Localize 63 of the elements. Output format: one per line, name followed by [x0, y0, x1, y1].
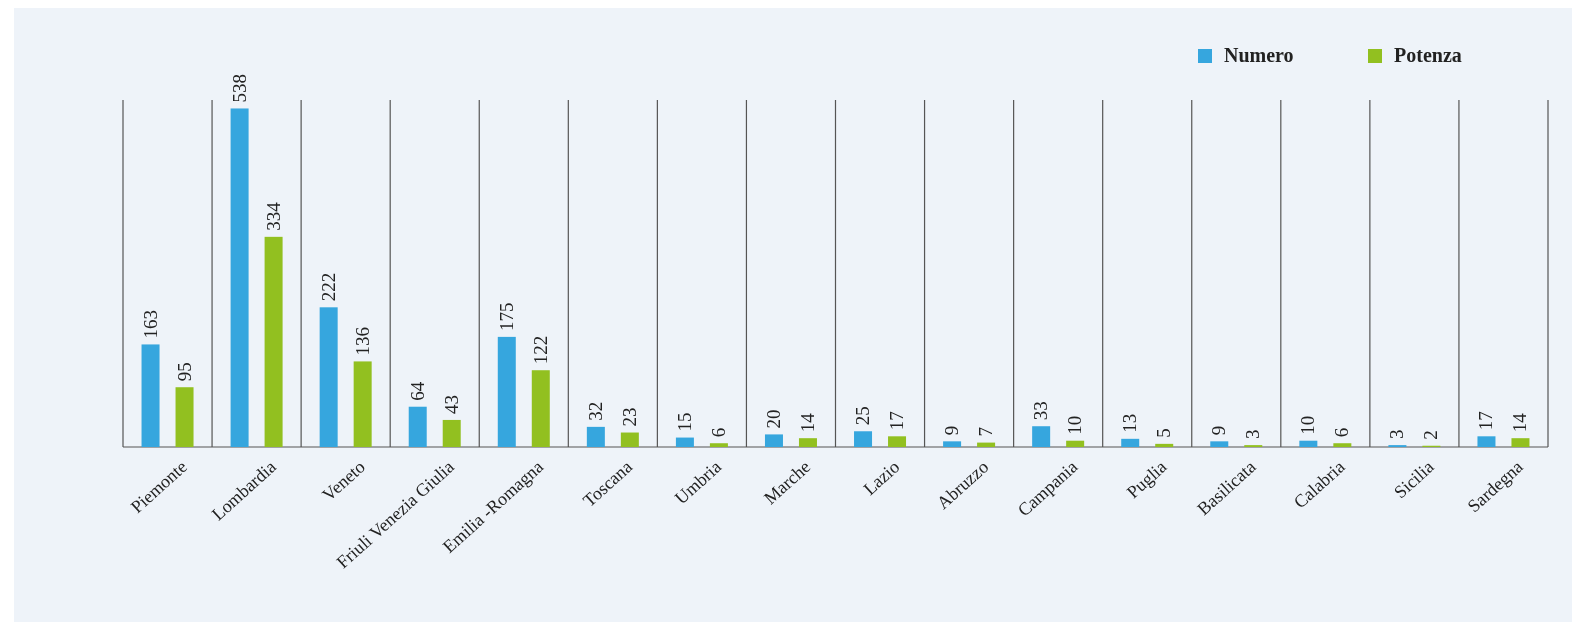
data-label: 136 [351, 326, 373, 356]
data-label: 13 [1119, 413, 1141, 433]
data-label: 33 [1030, 401, 1052, 421]
data-label: 5 [1153, 428, 1175, 438]
data-label: 9 [941, 425, 963, 436]
bar [1066, 440, 1085, 447]
bar [497, 336, 516, 447]
bar [1210, 441, 1229, 447]
data-label: 163 [139, 309, 161, 339]
bar [1299, 440, 1318, 447]
bar [230, 108, 249, 447]
bar [175, 387, 194, 447]
bar [1032, 426, 1051, 447]
bar [1511, 438, 1530, 447]
data-label: 10 [1297, 415, 1319, 435]
data-label: 20 [762, 409, 784, 429]
bar [764, 434, 783, 447]
bar [977, 442, 996, 447]
bar [319, 307, 338, 447]
data-label: 6 [1331, 427, 1353, 438]
data-label: 15 [673, 412, 695, 432]
data-label: 95 [173, 362, 195, 382]
bar [675, 437, 694, 447]
bar [1121, 438, 1140, 447]
bar [353, 361, 372, 447]
bar [1333, 443, 1352, 447]
data-label: 2 [1420, 430, 1442, 440]
data-label: 6 [707, 427, 729, 438]
data-label: 23 [618, 407, 640, 427]
bar [141, 344, 160, 447]
data-label: 64 [406, 381, 428, 401]
bar [1155, 443, 1174, 447]
legend-label: Potenza [1394, 44, 1462, 66]
bar [709, 443, 728, 447]
data-label: 14 [1509, 412, 1531, 433]
data-label: 25 [852, 406, 874, 426]
data-label: 32 [584, 401, 606, 421]
data-label: 17 [886, 411, 908, 431]
bar [854, 431, 873, 447]
bar [798, 438, 817, 447]
bar [586, 426, 605, 447]
bar [442, 419, 461, 447]
data-label: 17 [1475, 411, 1497, 431]
data-label: 222 [317, 272, 339, 302]
bar [264, 236, 283, 447]
bar [1477, 436, 1496, 447]
data-label: 10 [1064, 415, 1086, 435]
data-label: 14 [796, 412, 818, 433]
data-label: 122 [529, 335, 551, 365]
data-label: 9 [1208, 425, 1230, 436]
bar [888, 436, 907, 447]
data-label: 43 [440, 394, 462, 414]
data-label: 175 [495, 302, 517, 331]
data-label: 3 [1242, 429, 1264, 440]
data-label: 334 [262, 201, 284, 231]
bar [531, 370, 550, 447]
legend-label: Numero [1224, 44, 1294, 66]
bar [943, 441, 962, 447]
data-label: 7 [975, 427, 997, 437]
data-label: 538 [228, 73, 250, 103]
bar [620, 432, 639, 447]
data-label: 3 [1386, 429, 1408, 440]
bar [408, 406, 427, 447]
